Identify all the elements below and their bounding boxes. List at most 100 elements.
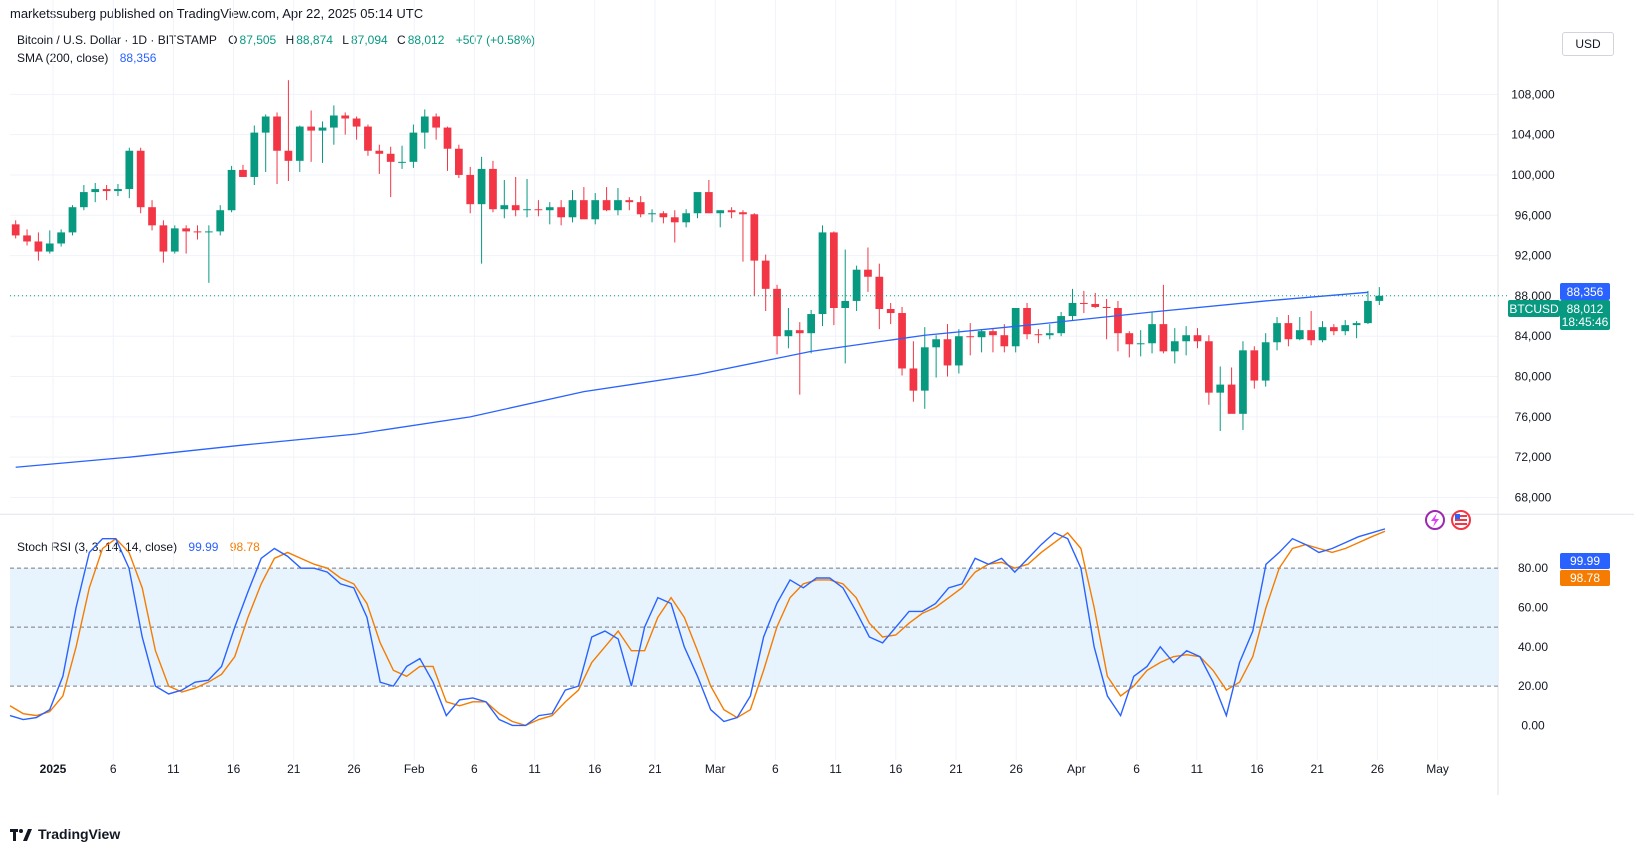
stoch-d-line xyxy=(9,530,1386,727)
symbol-name: Bitcoin / U.S. Dollar · 1D · BITSTAMP xyxy=(17,33,217,47)
candle-body xyxy=(1318,327,1327,341)
time-tick-label: 21 xyxy=(287,762,301,776)
us-flag-icon[interactable] xyxy=(1451,510,1471,530)
high-value: 88,874 xyxy=(296,33,333,47)
candle-body xyxy=(489,168,497,210)
candle-body xyxy=(1182,335,1190,342)
candle-body xyxy=(875,276,884,310)
last-tag-text: 88,012 xyxy=(1567,302,1604,316)
candle-body xyxy=(591,200,600,220)
time-tick-label: 16 xyxy=(227,762,241,776)
candle-body xyxy=(352,118,361,127)
time-tick-label: 6 xyxy=(772,762,779,776)
candle-body xyxy=(1114,307,1122,334)
candle-body xyxy=(148,207,156,226)
time-tick-label: 16 xyxy=(588,762,602,776)
candle-body xyxy=(1102,306,1111,308)
candle-body xyxy=(909,368,918,391)
candle-body xyxy=(670,217,679,223)
time-tick-label: 6 xyxy=(471,762,478,776)
candle-body xyxy=(1216,384,1225,393)
time-tick-label: 21 xyxy=(1311,762,1325,776)
candle-body xyxy=(636,202,645,215)
candle-body xyxy=(580,200,588,220)
high-label: H xyxy=(285,33,295,47)
time-tick-label: Mar xyxy=(705,762,726,776)
candle-body xyxy=(45,243,54,252)
sma-price-tag: 88,356 xyxy=(1560,283,1610,300)
candle-body xyxy=(977,331,986,338)
candle-body xyxy=(239,169,247,177)
candle-body xyxy=(648,213,656,215)
candle-body xyxy=(602,200,611,211)
candle-body xyxy=(1227,384,1236,414)
candle-body xyxy=(1034,334,1043,336)
candle-body xyxy=(375,150,384,154)
candle-body xyxy=(11,224,20,236)
stoch-k-line xyxy=(9,528,1386,727)
candle-body xyxy=(705,192,713,214)
candle-body xyxy=(795,330,804,334)
candle-body xyxy=(1341,325,1350,332)
candle-body xyxy=(1250,350,1259,381)
time-tick-label: 16 xyxy=(1250,762,1264,776)
candle-body xyxy=(818,232,827,315)
candle-body xyxy=(170,228,179,252)
stoch-d-value: 98.78 xyxy=(229,540,260,554)
grid xyxy=(0,0,1634,795)
candle-body xyxy=(443,127,452,149)
close-label: C xyxy=(397,33,406,47)
price-tick-label: 96,000 xyxy=(1515,208,1552,222)
currency-button[interactable]: USD xyxy=(1562,32,1614,56)
ticker-tag-text: BTCUSD xyxy=(1509,302,1559,316)
candle-body xyxy=(1193,335,1202,342)
candle-body xyxy=(102,189,111,192)
candle-body xyxy=(273,116,281,151)
candle-body xyxy=(68,207,77,233)
footer-brand-text: TradingView xyxy=(38,826,121,842)
candle-body xyxy=(784,330,793,337)
candle-body xyxy=(864,269,872,277)
candle-body xyxy=(966,336,975,338)
price-axis: 108,000 104,000 100,000 96,000 92,000 88,000 8… xyxy=(1511,87,1555,504)
candles xyxy=(11,80,1384,431)
candle-body xyxy=(1068,302,1077,317)
low-value: 87,094 xyxy=(350,33,388,47)
candle-body xyxy=(852,269,861,301)
candle-body xyxy=(773,288,781,337)
candle-body xyxy=(1000,335,1009,347)
sma-legend: SMA (200, close) 88,356 xyxy=(17,51,158,65)
candle-body xyxy=(739,212,747,215)
time-tick-label: 6 xyxy=(110,762,117,776)
candle-body xyxy=(341,115,350,119)
low-label: L xyxy=(342,33,349,47)
candle-body xyxy=(1239,350,1247,414)
candle-body xyxy=(250,132,259,177)
candle-body xyxy=(91,189,100,193)
candle-body xyxy=(216,210,225,232)
candle-body xyxy=(420,116,429,133)
candle-body xyxy=(943,339,952,366)
candle-body xyxy=(1011,307,1020,347)
osc-tick-label: 20.00 xyxy=(1518,679,1548,693)
price-tick-label: 80,000 xyxy=(1515,370,1552,384)
candle-body xyxy=(807,314,815,334)
price-tick-label: 100,000 xyxy=(1511,168,1555,182)
candle-body xyxy=(841,300,850,308)
price-tick-label: 92,000 xyxy=(1515,249,1552,263)
candle-body xyxy=(57,232,65,244)
osc-axis: 80.00 60.00 40.00 20.00 0.00 xyxy=(1518,561,1548,732)
k-tag-text: 99.99 xyxy=(1570,554,1600,568)
time-tick-label: 21 xyxy=(949,762,963,776)
countdown-tag-text: 18:45:46 xyxy=(1562,315,1609,329)
candle-body xyxy=(534,209,543,211)
lightning-icon[interactable] xyxy=(1425,510,1445,530)
time-tick-label: 2025 xyxy=(40,762,67,776)
candle-body xyxy=(523,209,531,211)
candle-body xyxy=(193,231,202,233)
time-tick-label: 11 xyxy=(528,762,541,776)
price-tick-label: 76,000 xyxy=(1515,410,1552,424)
candle-body xyxy=(80,192,88,208)
candle-body xyxy=(1045,333,1054,336)
